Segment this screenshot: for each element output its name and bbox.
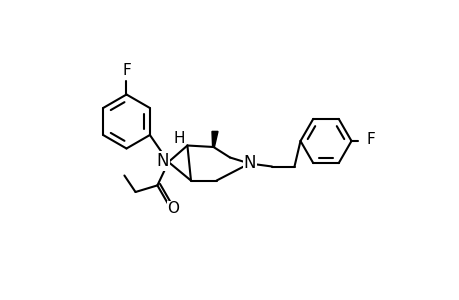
Text: N: N	[157, 152, 169, 170]
Text: H: H	[173, 131, 185, 146]
Text: N: N	[243, 154, 256, 172]
Text: F: F	[366, 132, 375, 147]
Text: F: F	[122, 63, 131, 78]
Polygon shape	[212, 131, 218, 147]
Text: O: O	[167, 201, 179, 216]
